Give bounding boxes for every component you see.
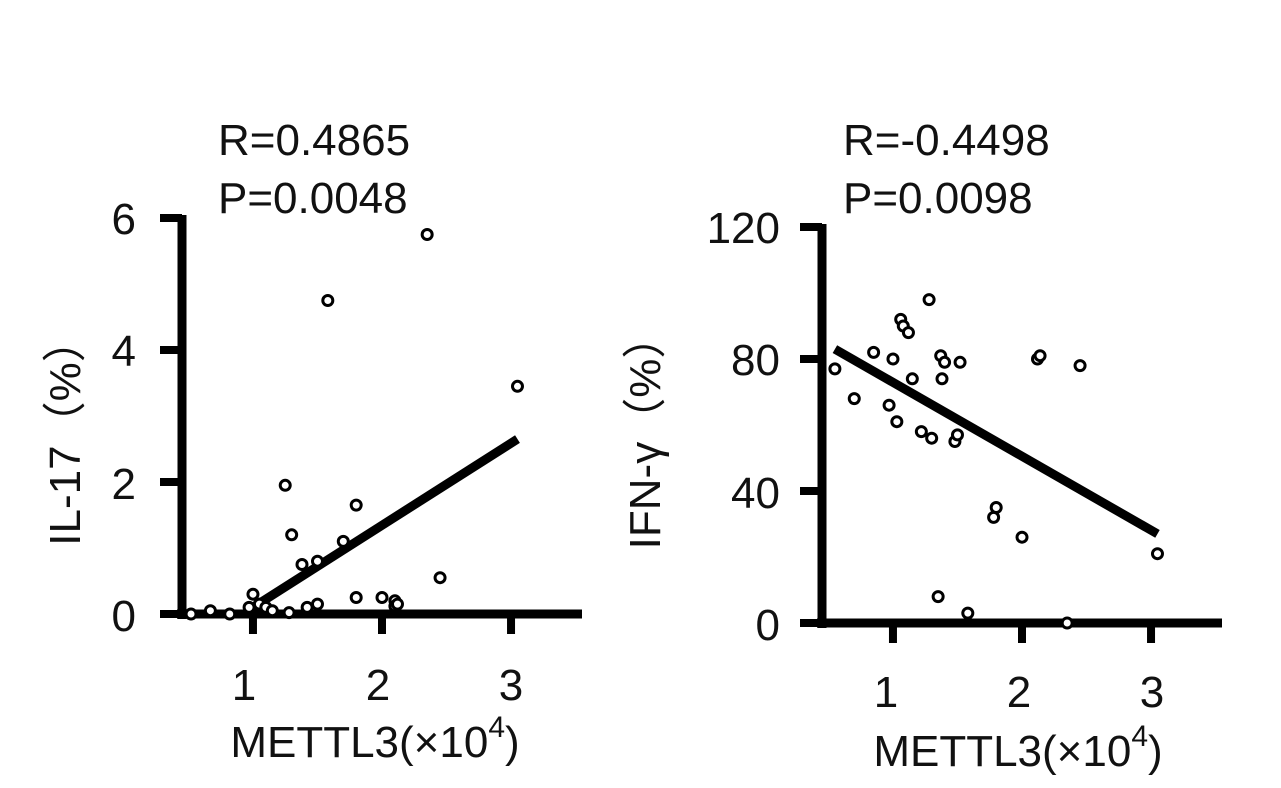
ifng-fit-line xyxy=(832,345,1160,538)
il17-data-point xyxy=(300,600,314,614)
ifng-data-point xyxy=(1060,616,1074,630)
ifng-data-point xyxy=(914,425,928,439)
il17-y-tick-label: 0 xyxy=(112,592,136,641)
il17-data-point xyxy=(282,606,296,620)
il17-data-point xyxy=(390,597,404,611)
il17-data-point xyxy=(295,558,309,571)
il17-data-point xyxy=(242,600,256,614)
ifng-x-axis-label-exponent: 4 xyxy=(1131,720,1148,753)
ifng-data-point xyxy=(890,415,904,429)
ifng-r-annotation: R=-0.4498 xyxy=(843,116,1050,165)
il17-data-point xyxy=(310,597,324,611)
il17-data-point xyxy=(510,379,524,393)
il17-y-tick-labels: 0 2 4 6 xyxy=(112,195,136,641)
il17-x-tick-label: 3 xyxy=(499,661,523,710)
ifng-data-point xyxy=(1033,349,1047,363)
il17-x-tick-labels: 1 2 3 xyxy=(232,661,523,710)
il17-data-point xyxy=(375,591,389,604)
ifng-data-point xyxy=(950,428,964,442)
il17-y-tick-label: 2 xyxy=(112,460,136,509)
ifng-data-point xyxy=(1073,359,1087,373)
ifng-y-axis-label: IFN-γ（%） xyxy=(621,315,670,550)
il17-data-point xyxy=(203,604,217,618)
il17-data-point xyxy=(321,294,335,307)
ifng-data-point xyxy=(886,352,900,366)
il17-x-tick-label: 1 xyxy=(232,661,256,710)
il17-x-axis-label-exponent: 4 xyxy=(488,711,505,744)
il17-r-annotation: R=0.4865 xyxy=(218,116,410,165)
ifng-data-point xyxy=(828,362,842,376)
ifng-panel: R=-0.4498 P=0.0098 IFN-γ（%） 0 40 80 1 2 0 … xyxy=(621,116,1222,776)
il17-data-point xyxy=(336,534,350,548)
il17-points xyxy=(184,228,524,621)
ifng-data-point xyxy=(989,501,1003,514)
ifng-y-tick-labels: 0 40 80 120 xyxy=(707,204,780,650)
il17-data-point xyxy=(246,587,260,601)
ifng-fit-line-group xyxy=(832,345,1160,538)
ifng-points xyxy=(828,293,1164,630)
ifng-x-axis-label: METTL3(×104) xyxy=(873,720,1162,776)
il17-fit-line-group xyxy=(250,435,520,612)
ifng-data-point xyxy=(938,355,952,369)
ifng-y-tick-label: 0 xyxy=(756,601,780,650)
il17-data-point xyxy=(223,607,237,621)
ifng-axes xyxy=(800,223,1222,643)
il17-data-point xyxy=(285,528,299,542)
ifng-x-tick-labels: 1 2 3 xyxy=(874,668,1164,717)
ifng-data-point xyxy=(922,293,936,307)
il17-data-point xyxy=(278,478,292,492)
ifng-y-tick-label: 40 xyxy=(731,469,780,518)
ifng-x-tick-label: 3 xyxy=(1140,668,1164,717)
il17-axes xyxy=(160,214,582,634)
ifng-x-tick-label: 2 xyxy=(1007,668,1031,717)
il17-x-tick-label: 2 xyxy=(366,661,390,710)
ifng-data-point xyxy=(905,372,919,386)
ifng-y-tick-label: 80 xyxy=(731,336,780,385)
ifng-data-point xyxy=(867,345,881,359)
ifng-data-point xyxy=(847,392,861,406)
il17-y-tick-label: 6 xyxy=(112,195,136,244)
ifng-data-point xyxy=(1150,547,1164,561)
il17-p-annotation: P=0.0048 xyxy=(218,174,408,223)
ifng-data-point xyxy=(935,372,949,386)
il17-data-point xyxy=(349,591,363,604)
il17-x-axis-label: METTL3(×104) xyxy=(230,711,519,767)
ifng-data-point xyxy=(931,590,945,604)
il17-x-axis-label-main: METTL3(×10 xyxy=(230,718,488,767)
il17-fit-line xyxy=(250,435,520,612)
il17-y-axis-label: IL-17（%） xyxy=(41,318,90,545)
il17-y-tick-label: 4 xyxy=(112,327,136,376)
il17-panel: R=0.4865 P=0.0048 IL-17（%） 0 2 4 6 1 2 3… xyxy=(41,116,582,767)
il17-data-point xyxy=(184,607,198,621)
ifng-p-annotation: P=0.0098 xyxy=(843,174,1033,223)
ifng-x-axis-label-close: ) xyxy=(1148,727,1163,776)
ifng-x-axis-label-main: METTL3(×10 xyxy=(873,727,1131,776)
ifng-data-point xyxy=(901,326,915,340)
il17-data-point xyxy=(433,571,447,585)
il17-data-point xyxy=(265,604,279,618)
ifng-x-tick-label: 1 xyxy=(874,668,898,717)
il17-x-axis-label-close: ) xyxy=(505,718,520,767)
il17-data-point xyxy=(310,554,324,568)
ifng-y-tick-label: 120 xyxy=(707,204,780,253)
il17-data-point xyxy=(420,228,434,241)
il17-data-point xyxy=(349,498,363,512)
ifng-data-point xyxy=(925,431,939,445)
ifng-data-point xyxy=(961,606,975,620)
ifng-data-point xyxy=(1015,530,1029,544)
ifng-data-point xyxy=(953,355,967,369)
ifng-data-point xyxy=(882,398,896,412)
